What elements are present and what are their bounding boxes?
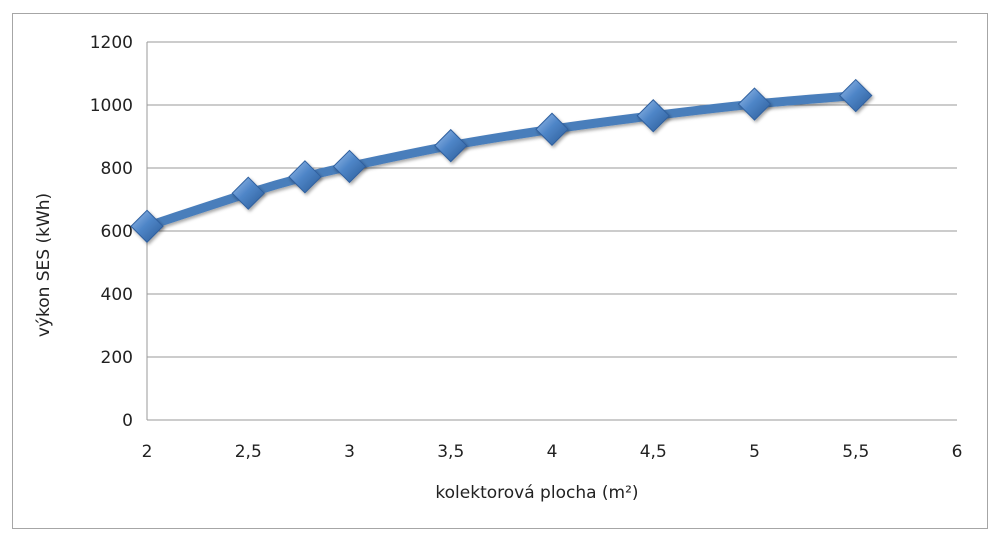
chart-svg: 0 200 400 600 800 1000 1200 2 2,5 3 3,5 4 4,5 5 5,5 6 k… xyxy=(34,33,963,503)
data-point-marker xyxy=(636,99,670,133)
x-tick-label: 2,5 xyxy=(235,442,262,462)
x-tick-label: 4 xyxy=(547,442,558,462)
data-point-marker xyxy=(434,128,468,163)
chart-frame: 0 200 400 600 800 1000 1200 2 2,5 3 3,5 4 4,5 5 5,5 6 k… xyxy=(12,13,988,529)
y-tick-label: 600 xyxy=(101,222,133,242)
y-tick-label: 200 xyxy=(101,348,133,368)
x-tick-label: 6 xyxy=(952,442,963,462)
tick-labels: 0 200 400 600 800 1000 1200 2 2,5 3 3,5 4 4,5 5 5,5 6 xyxy=(90,33,963,462)
x-tick-label: 4,5 xyxy=(640,442,667,462)
series-line xyxy=(142,91,861,231)
data-point-marker xyxy=(839,78,873,113)
y-axis-title: výkon SES (kWh) xyxy=(34,193,54,337)
x-axis-title: kolektorová plocha (m²) xyxy=(435,483,638,503)
x-tick-label: 3,5 xyxy=(437,442,464,462)
y-tick-label: 800 xyxy=(101,159,133,179)
data-point-marker xyxy=(535,112,569,146)
series-layer xyxy=(130,78,873,243)
x-tick-label: 5,5 xyxy=(842,442,869,462)
x-tick-label: 3 xyxy=(344,442,355,462)
y-tick-label: 400 xyxy=(101,285,133,305)
y-tick-label: 0 xyxy=(122,411,133,431)
data-point-marker xyxy=(288,160,322,194)
y-tick-label: 1000 xyxy=(90,96,133,116)
data-point-marker xyxy=(332,149,367,184)
data-point-marker xyxy=(231,176,265,210)
data-point-marker xyxy=(130,209,164,243)
x-tick-label: 5 xyxy=(749,442,760,462)
data-point-marker xyxy=(737,87,772,121)
grid-lines xyxy=(147,41,957,421)
x-tick-label: 2 xyxy=(142,442,153,462)
y-tick-label: 1200 xyxy=(90,33,133,53)
